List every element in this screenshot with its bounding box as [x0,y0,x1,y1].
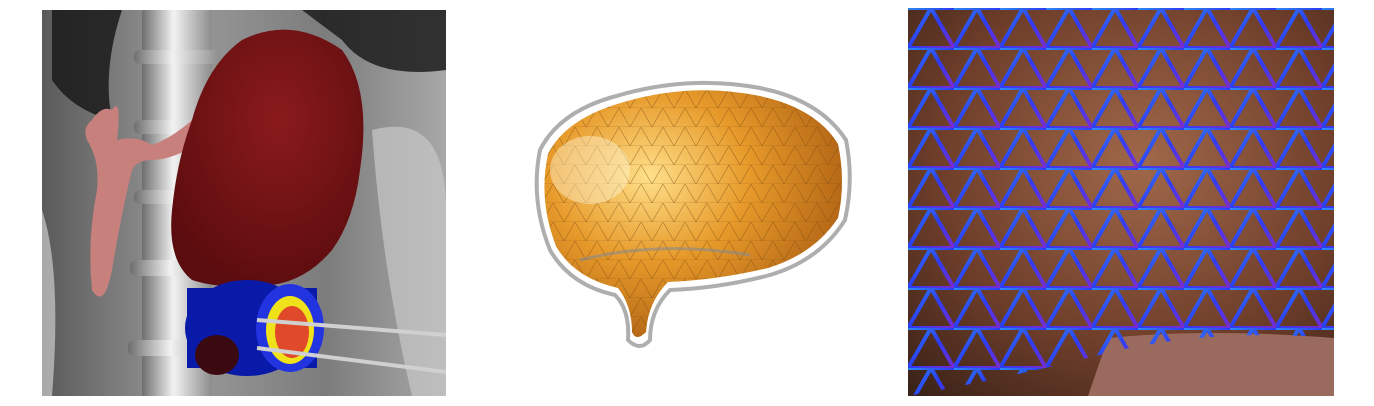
outer-wireframe [534,80,852,348]
ablation-probes [256,318,446,374]
triangle-mesh [908,8,1334,396]
vessel-tree [85,106,196,297]
ablation-zone [185,280,324,376]
underlying-organs [1088,333,1334,396]
brain-surface-mesh-icon [534,80,852,348]
kidney-model [171,29,364,287]
liver-wireframe-panel [908,8,1334,396]
kidney-ablation-panel [42,10,446,396]
brain-mesh-panel [520,70,860,360]
kidney-tumor-ablation-render-icon [42,10,446,396]
liver-wireframe-overlay-icon [908,8,1334,396]
